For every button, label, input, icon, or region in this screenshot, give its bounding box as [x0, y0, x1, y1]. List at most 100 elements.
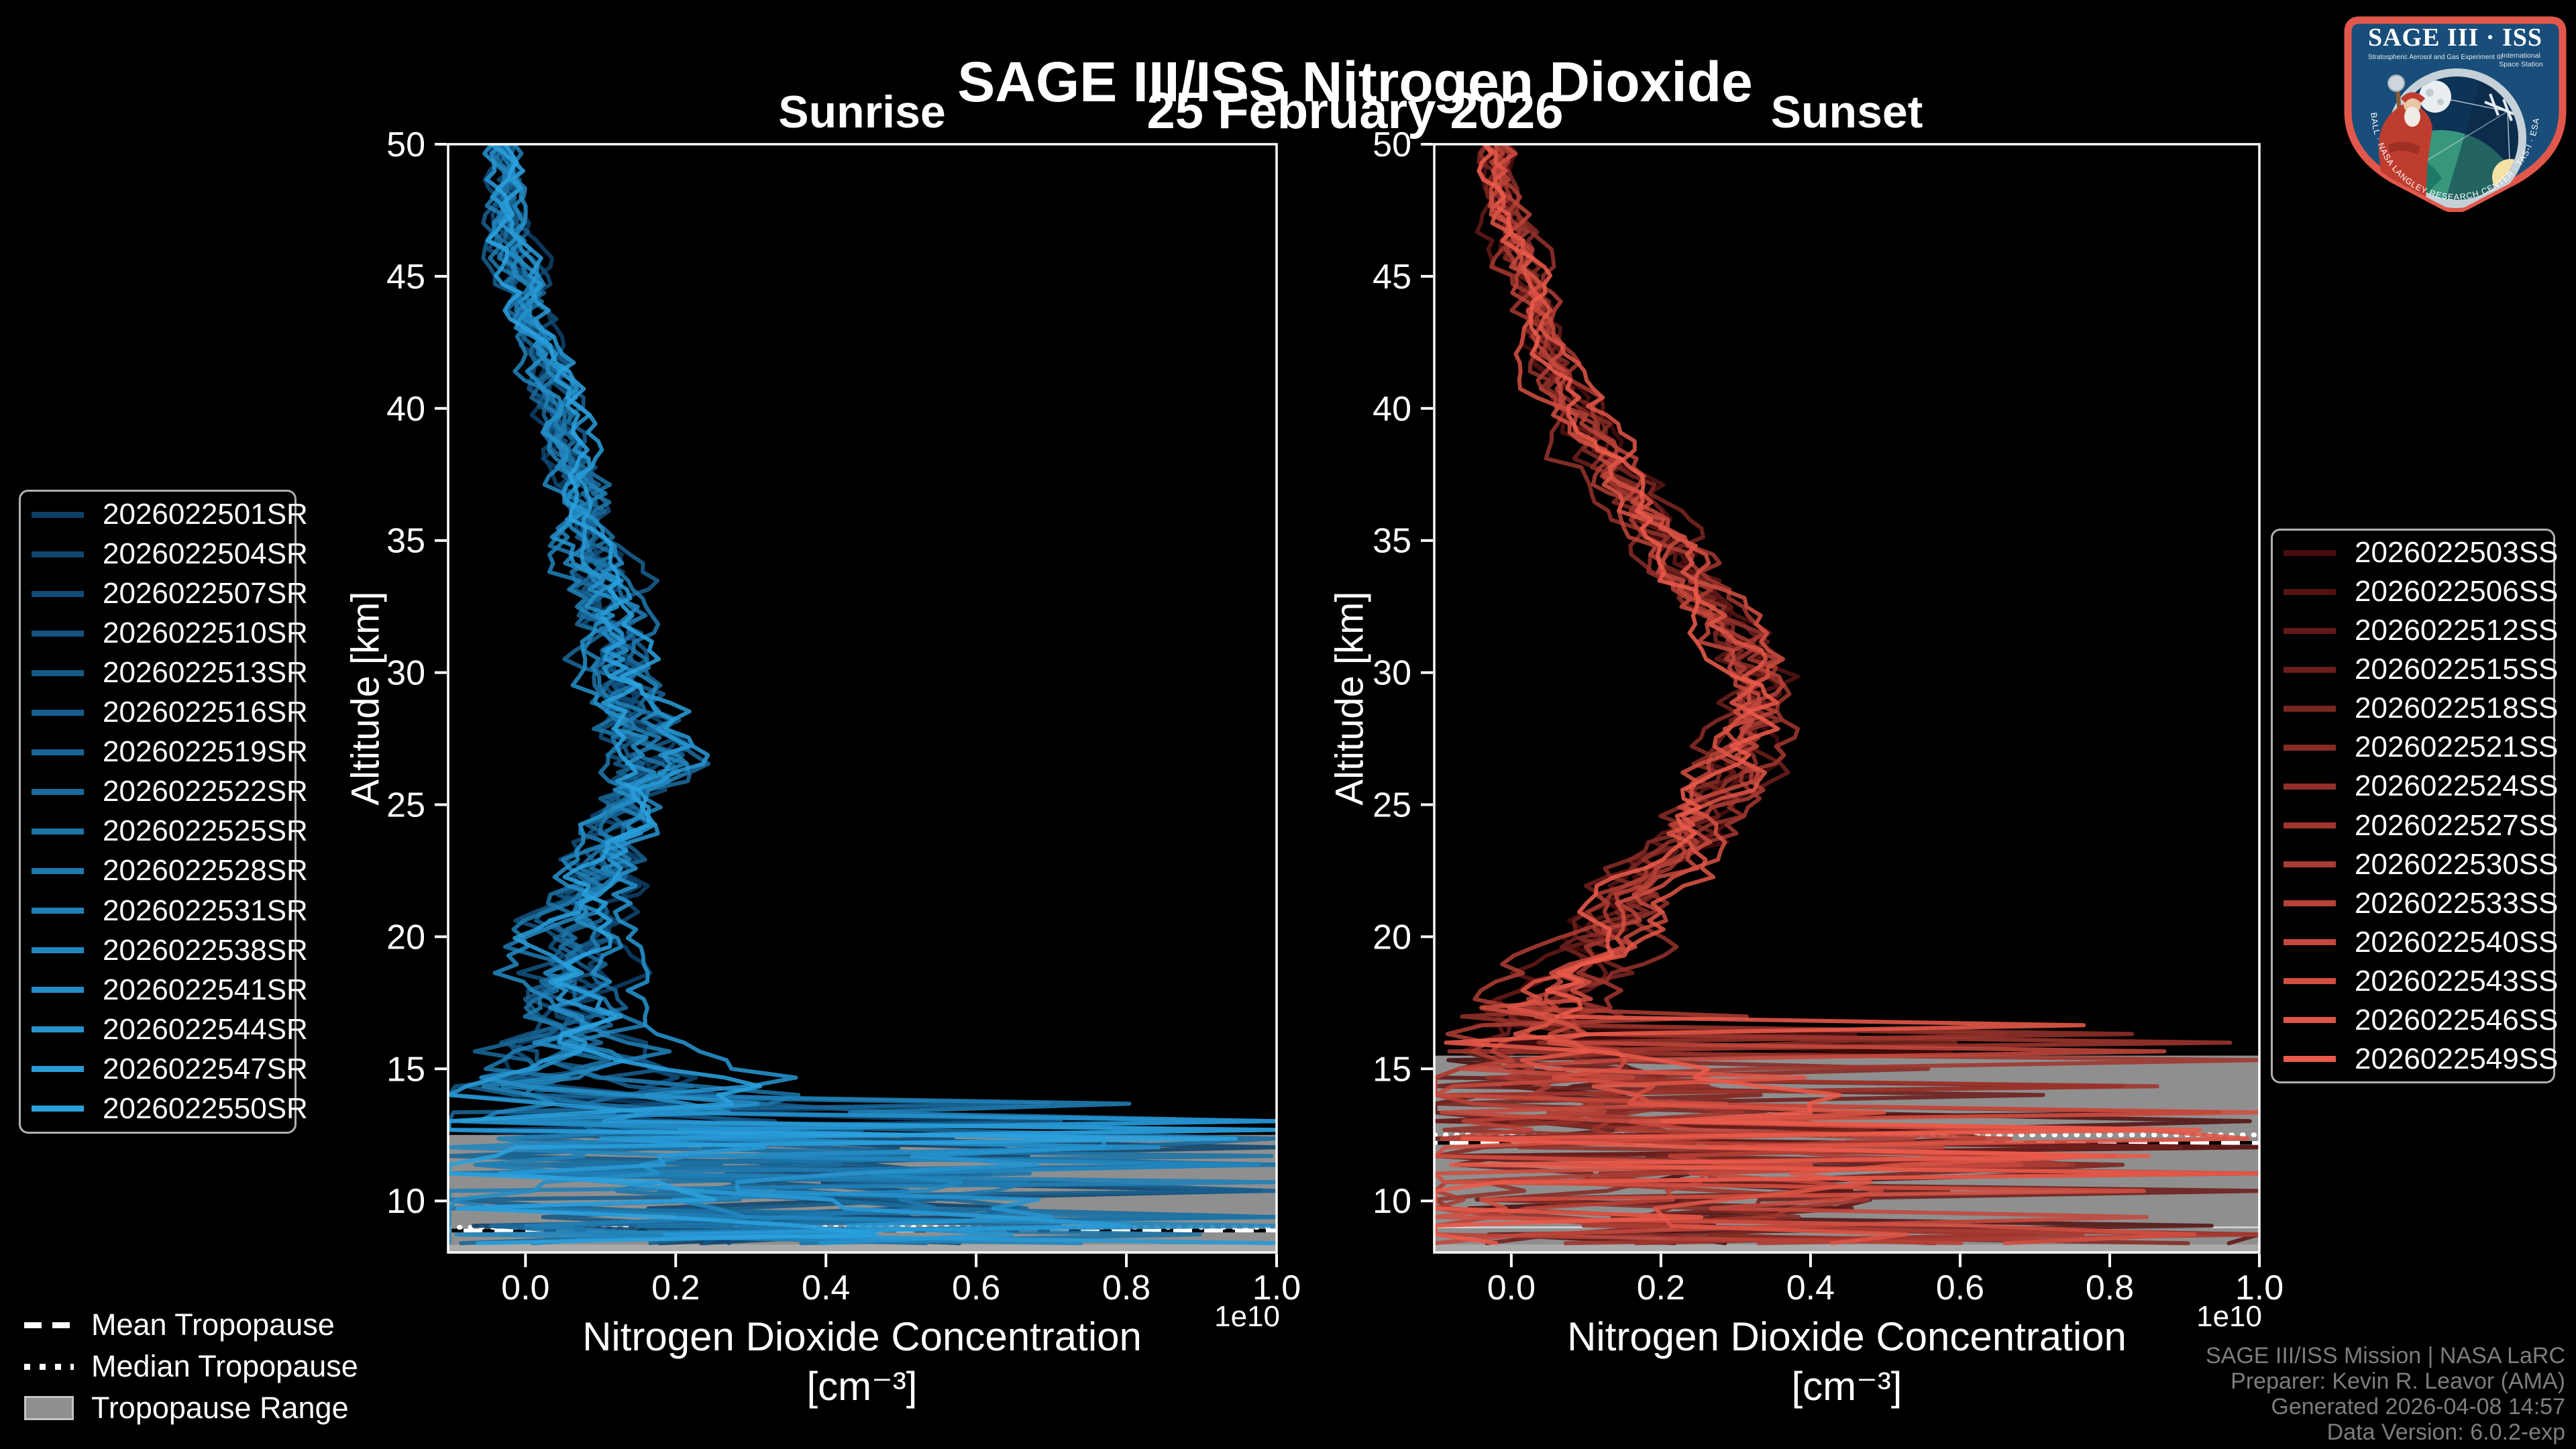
legend-event-id: 2026022519SR [103, 735, 308, 769]
legend-item: 2026022533SS [2273, 887, 2558, 920]
legend-item: 2026022530SS [2273, 848, 2558, 881]
credit-data-version: Data Version: 6.0.2-exp [2326, 1419, 2565, 1445]
gray-patch-icon [24, 1396, 74, 1420]
y-tick-label: 35 [1373, 522, 1411, 561]
x-tick-label: 0.6 [1936, 1269, 1984, 1307]
sunset-event-legend: 2026022503SS 2026022506SS 2026022512SS 2026… [2271, 529, 2559, 1083]
y-tick-label: 20 [386, 918, 425, 957]
legend-item: 2026022540SS [2273, 926, 2558, 959]
legend-event-id: 2026022503SS [2355, 536, 2559, 570]
credits-block: SAGE III/ISS Mission | NASA LaRC Prepare… [2206, 1343, 2565, 1445]
legend-line-swatch [2284, 588, 2336, 595]
y-tick-label: 50 [1373, 125, 1411, 164]
legend-event-id: 2026022522SR [103, 775, 308, 808]
legend-line-swatch [2284, 666, 2336, 673]
profile-line [448, 144, 1277, 1246]
legend-line-swatch [2284, 1017, 2336, 1024]
legend-item: 2026022521SS [2273, 731, 2558, 764]
x-axis-units-sunset: [cm⁻³] [1791, 1364, 1902, 1409]
x-tick-label: 0.4 [1786, 1269, 1835, 1307]
y-tick-label: 50 [386, 125, 425, 164]
legend-line-swatch [2284, 861, 2336, 868]
legend-line-swatch [32, 788, 84, 795]
legend-line-swatch [2284, 549, 2336, 556]
legend-item-tropopause-range: Tropopause Range [24, 1387, 358, 1429]
profile-line [1434, 144, 2167, 1246]
plot-frame [1433, 143, 2261, 1254]
page-title: SAGE III/ISS Nitrogen Dioxide [957, 50, 1753, 114]
y-tick-label: 35 [386, 522, 425, 561]
legend-item: 2026022544SR [21, 1013, 308, 1046]
x-axis-label-sunset: Nitrogen Dioxide Concentration [1567, 1314, 2127, 1359]
plot-frame [447, 143, 1278, 1254]
legend-item: 2026022510SR [21, 616, 308, 650]
legend-item: 2026022518SS [2273, 692, 2558, 725]
legend-event-id: 2026022506SS [2355, 575, 2559, 608]
legend-event-id: 2026022533SS [2355, 886, 2559, 920]
mission-patch-logo: SAGE III · ISS Stratospheric Aerosol and… [2344, 16, 2567, 212]
legend-line-swatch [32, 987, 84, 994]
legend-item: 2026022527SS [2273, 809, 2558, 843]
x-axis-units-sunrise: [cm⁻³] [806, 1364, 918, 1409]
y-tick-label: 25 [1373, 786, 1411, 825]
y-axis-label-sunset: Altitude [km] [1328, 591, 1372, 806]
patch-subtitle-right-2: Space Station [2499, 60, 2543, 68]
legend-line-swatch [32, 1106, 84, 1112]
legend-item: 2026022519SR [21, 735, 308, 769]
legend-line-swatch [2284, 744, 2336, 751]
legend-item: 2026022512SS [2273, 614, 2558, 647]
legend-event-id: 2026022531SR [103, 894, 308, 927]
sunrise-plot: 0.0 0.2 0.4 0.6 0.8 1.0 50 45 40 35 30 25 20 15 10 [386, 125, 1301, 1307]
tropopause-legend: Mean Tropopause Median Tropopause Tropop… [24, 1304, 358, 1429]
legend-label: Tropopause Range [91, 1391, 349, 1425]
legend-line-swatch [32, 947, 84, 954]
credit-preparer: Preparer: Kevin R. Leavor (AMA) [2231, 1368, 2565, 1394]
x-axis-offset-sunrise: 1e10 [1214, 1300, 1280, 1333]
legend-event-id: 2026022510SR [103, 616, 308, 650]
legend-line-swatch [32, 551, 84, 557]
y-tick-label: 25 [386, 786, 425, 825]
legend-event-id: 2026022501SR [103, 498, 308, 531]
patch-iss [2484, 93, 2518, 127]
sunrise-event-legend: 2026022501SR 2026022504SR 2026022507SR 2026… [19, 490, 308, 1134]
legend-item: 2026022531SR [21, 894, 308, 928]
legend-line-swatch [2284, 978, 2336, 985]
panel-title-sunset: Sunset [1770, 87, 1923, 138]
legend-item-median-tropopause: Median Tropopause [24, 1346, 358, 1387]
sunset-plot: 0.0 0.2 0.4 0.6 0.8 1.0 50 45 40 35 30 25 20 15 10 [1373, 125, 2284, 1307]
x-tick-label: 1.0 [1252, 1269, 1301, 1307]
y-tick-label: 40 [1373, 390, 1411, 429]
profile-line [1434, 144, 2259, 1246]
legend-line-swatch [32, 511, 84, 518]
legend-event-id: 2026022541SR [103, 973, 308, 1006]
x-tick-label: 0.0 [1487, 1269, 1536, 1307]
x-axis-label-sunrise: Nitrogen Dioxide Concentration [582, 1314, 1142, 1359]
legend-event-id: 2026022546SS [2355, 1003, 2559, 1036]
y-tick-label: 10 [386, 1182, 425, 1221]
x-tick-label: 1.0 [2235, 1269, 2284, 1307]
legend-item: 2026022516SR [21, 696, 308, 729]
legend-line-swatch [2284, 900, 2336, 907]
legend-event-id: 2026022527SS [2355, 808, 2559, 842]
legend-item: 2026022524SS [2273, 769, 2558, 803]
legend-item: 2026022546SS [2273, 1004, 2558, 1037]
legend-event-id: 2026022516SR [103, 696, 308, 729]
legend-line-swatch [2284, 705, 2336, 712]
legend-line-swatch [2284, 627, 2336, 634]
legend-event-id: 2026022547SR [103, 1052, 308, 1085]
x-tick-label: 0.8 [1102, 1269, 1150, 1307]
legend-line-swatch [2284, 822, 2336, 828]
y-tick-label: 40 [386, 390, 425, 429]
legend-event-id: 2026022540SS [2355, 925, 2559, 959]
legend-event-id: 2026022530SS [2355, 847, 2559, 881]
legend-item: 2026022550SR [21, 1092, 308, 1126]
legend-event-id: 2026022507SR [103, 577, 308, 610]
legend-item: 2026022501SR [21, 498, 308, 531]
legend-line-swatch [32, 1026, 84, 1033]
legend-line-swatch [2284, 783, 2336, 790]
x-tick-label: 0.0 [501, 1269, 549, 1307]
legend-event-id: 2026022549SS [2355, 1042, 2559, 1075]
legend-event-id: 2026022538SR [103, 933, 308, 967]
